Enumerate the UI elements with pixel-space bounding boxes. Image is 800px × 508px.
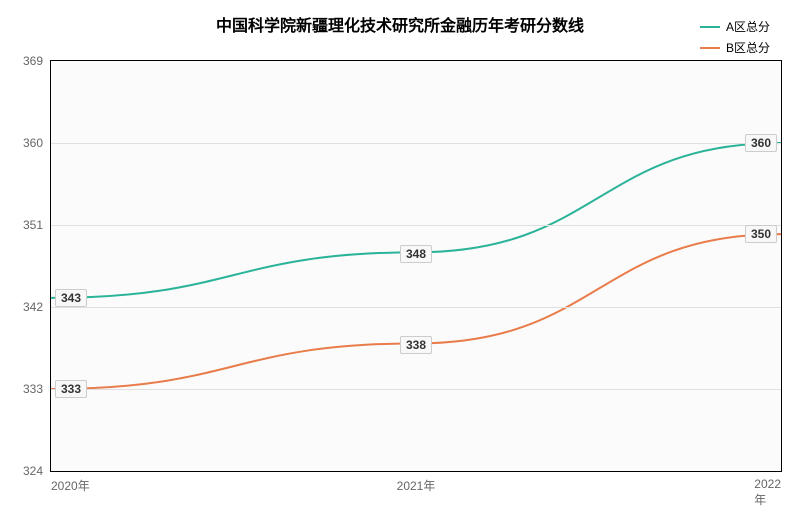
- gridline: [51, 143, 781, 144]
- x-tick-label: 2021年: [397, 471, 436, 494]
- chart-svg: [51, 61, 781, 471]
- data-label: 333: [55, 380, 87, 398]
- chart-title: 中国科学院新疆理化技术研究所金融历年考研分数线: [216, 12, 584, 36]
- legend-item-a: A区总分: [700, 18, 770, 35]
- legend-swatch-b: [700, 47, 720, 49]
- gridline: [51, 389, 781, 390]
- data-label: 338: [400, 336, 432, 354]
- legend-item-b: B区总分: [700, 39, 770, 56]
- x-tick-label: 2020年: [51, 471, 90, 494]
- y-tick-label: 324: [23, 464, 51, 478]
- data-label: 343: [55, 289, 87, 307]
- gridline: [51, 307, 781, 308]
- series-line: [51, 143, 781, 298]
- chart-container: 中国科学院新疆理化技术研究所金融历年考研分数线 A区总分 B区总分 324 333…: [0, 0, 800, 500]
- y-tick-label: 351: [23, 218, 51, 232]
- data-label: 348: [400, 245, 432, 263]
- data-label: 350: [745, 225, 777, 243]
- y-tick-label: 360: [23, 136, 51, 150]
- legend-label-b: B区总分: [726, 39, 770, 56]
- y-tick-label: 342: [23, 300, 51, 314]
- legend-label-a: A区总分: [726, 18, 770, 35]
- data-label: 360: [745, 134, 777, 152]
- y-tick-label: 369: [23, 54, 51, 68]
- plot-area: 3243333423513603692020年2021年2022年3433483…: [50, 60, 782, 472]
- gridline: [51, 225, 781, 226]
- legend-swatch-a: [700, 26, 720, 28]
- y-tick-label: 333: [23, 382, 51, 396]
- legend: A区总分 B区总分: [700, 18, 770, 60]
- x-tick-label: 2022年: [754, 471, 781, 508]
